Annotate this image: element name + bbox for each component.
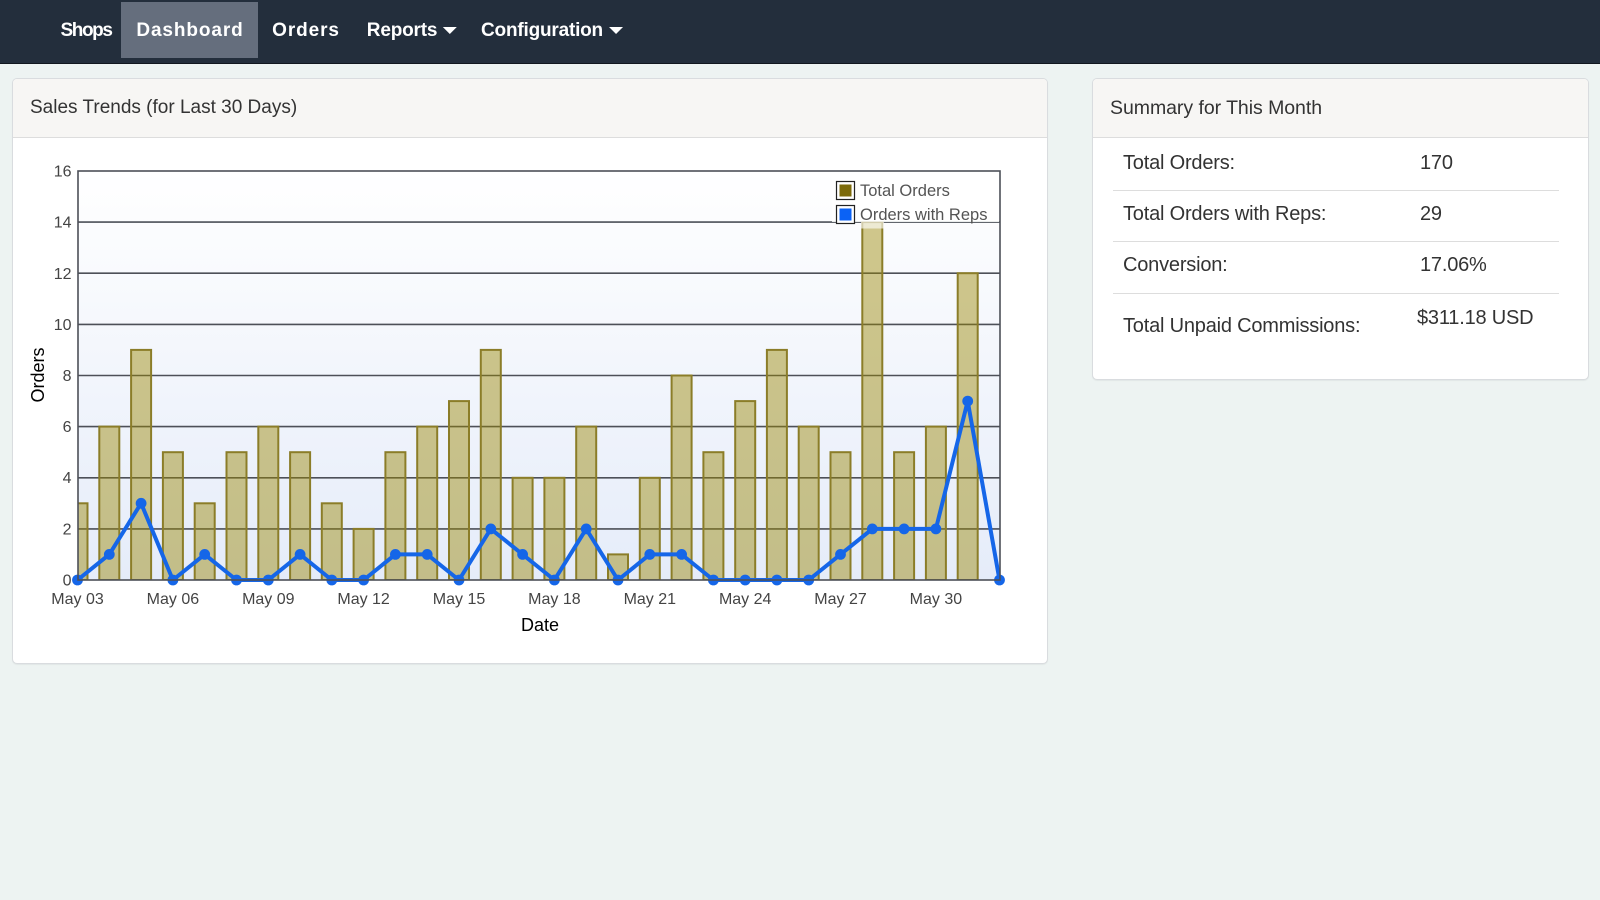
svg-text:May 24: May 24 bbox=[719, 591, 772, 608]
svg-text:Orders with Reps: Orders with Reps bbox=[860, 206, 987, 224]
svg-text:16: 16 bbox=[54, 164, 72, 181]
svg-text:10: 10 bbox=[54, 317, 72, 334]
svg-text:May 21: May 21 bbox=[624, 591, 677, 608]
svg-text:May 06: May 06 bbox=[147, 591, 200, 608]
svg-text:May 15: May 15 bbox=[433, 591, 486, 608]
svg-text:May 12: May 12 bbox=[337, 591, 390, 608]
svg-text:Orders: Orders bbox=[28, 347, 48, 402]
svg-text:2: 2 bbox=[63, 521, 72, 538]
svg-text:8: 8 bbox=[63, 368, 72, 385]
svg-text:May 18: May 18 bbox=[528, 591, 581, 608]
svg-text:4: 4 bbox=[63, 470, 72, 487]
svg-text:May 09: May 09 bbox=[242, 591, 295, 608]
svg-text:12: 12 bbox=[54, 266, 72, 283]
svg-text:Date: Date bbox=[521, 615, 559, 635]
svg-text:0: 0 bbox=[63, 573, 72, 590]
svg-text:6: 6 bbox=[63, 419, 72, 436]
svg-text:May 03: May 03 bbox=[51, 591, 104, 608]
svg-text:14: 14 bbox=[54, 215, 72, 232]
svg-text:May 27: May 27 bbox=[814, 591, 867, 608]
svg-text:Total Orders: Total Orders bbox=[860, 182, 950, 200]
svg-text:May 30: May 30 bbox=[910, 591, 963, 608]
